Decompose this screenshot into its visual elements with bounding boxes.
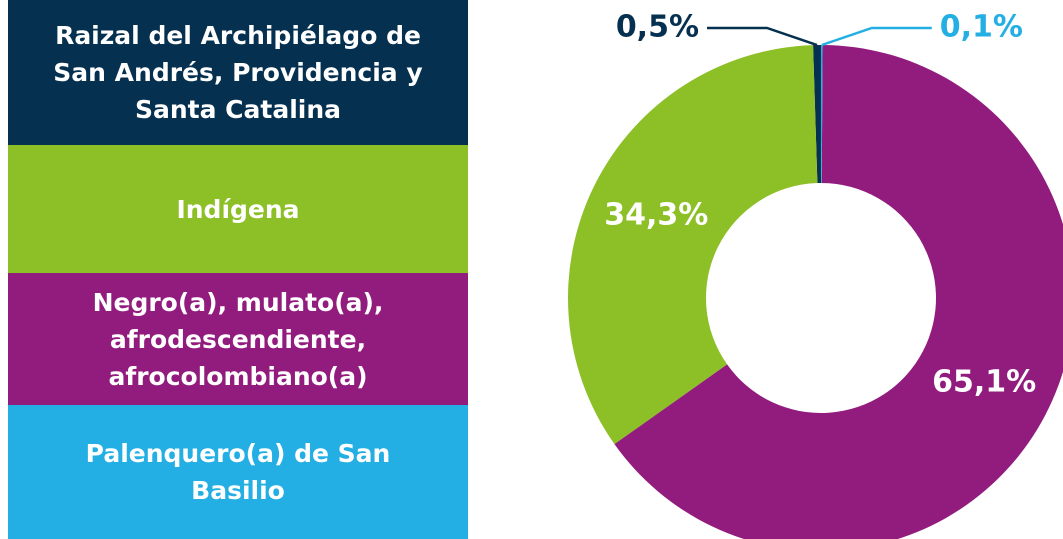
value-label: 0,5% [616,10,699,45]
legend-item: Palenquero(a) de San Basilio [8,405,468,539]
legend: Raizal del Archipiélago de San Andrés, P… [8,0,468,539]
value-label: 34,3% [604,198,708,233]
slice [568,45,818,445]
leader-line [707,26,818,47]
slice [821,45,823,184]
legend-item: Raizal del Archipiélago de San Andrés, P… [8,0,468,145]
legend-item: Negro(a), mulato(a), afrodescendiente, a… [8,273,468,405]
leader-line [821,26,932,47]
value-label: 65,1% [932,365,1036,400]
slice [813,45,821,184]
legend-item: Indígena [8,145,468,273]
value-label: 0,1% [940,10,1023,45]
slice [614,45,1063,539]
